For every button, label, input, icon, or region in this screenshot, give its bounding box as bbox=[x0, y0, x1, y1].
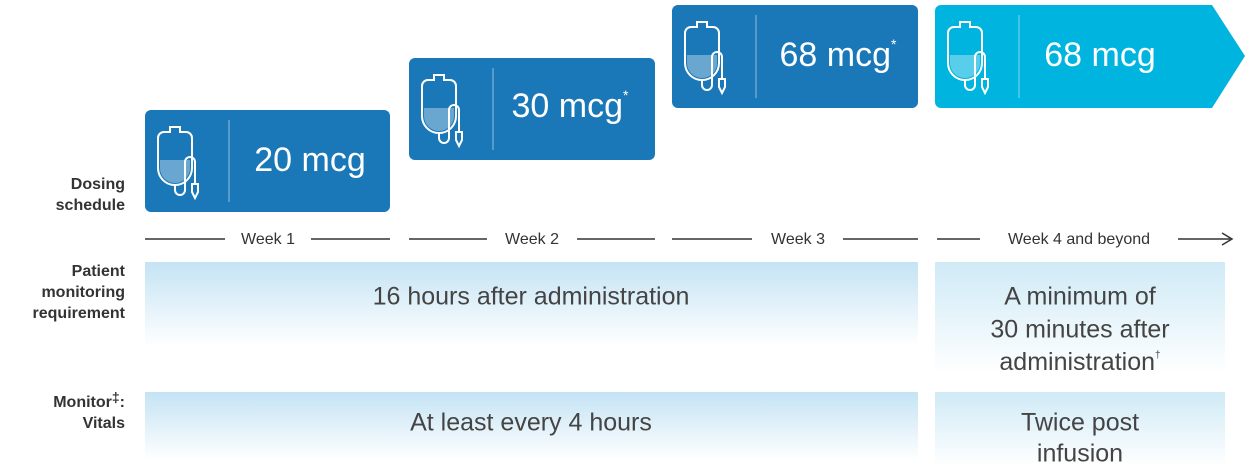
row-label: requirement bbox=[33, 305, 126, 322]
row-label: Vitals bbox=[83, 415, 126, 432]
dose-amount: 30 mcg bbox=[512, 87, 624, 125]
monitoring-text: 30 minutes after bbox=[990, 316, 1169, 344]
monitoring-text: administration† bbox=[999, 348, 1160, 376]
dose-box bbox=[672, 5, 918, 108]
monitoring-text: A minimum of bbox=[1004, 283, 1155, 311]
footnote-mark: ‡ bbox=[112, 389, 120, 405]
footnote-mark: † bbox=[1155, 350, 1161, 361]
row-label: monitoring bbox=[41, 284, 125, 301]
week-label: Week 2 bbox=[505, 231, 559, 248]
dose-amount: 68 mcg bbox=[780, 36, 892, 74]
dose-label: 68 mcg bbox=[1044, 36, 1156, 74]
dose-box-arrow bbox=[935, 5, 1245, 108]
monitoring-band bbox=[935, 262, 1225, 374]
dose-label: 20 mcg bbox=[254, 141, 366, 179]
vitals-text: At least every 4 hours bbox=[410, 409, 652, 437]
footnote-mark: * bbox=[623, 87, 629, 103]
week-label: Week 1 bbox=[241, 231, 295, 248]
dose-box bbox=[409, 58, 655, 160]
week-label: Week 4 and beyond bbox=[1008, 231, 1150, 248]
vitals-band bbox=[935, 392, 1225, 466]
row-label: Patient bbox=[72, 263, 126, 280]
vitals-text: infusion bbox=[1037, 440, 1123, 466]
row-label-text: Monitor bbox=[53, 394, 112, 411]
row-label: schedule bbox=[56, 197, 125, 214]
arrowhead bbox=[1221, 232, 1234, 246]
footnote-mark: * bbox=[891, 36, 897, 52]
row-label: Dosing bbox=[71, 176, 125, 193]
row-label-text: : bbox=[120, 394, 125, 411]
dose-label: 68 mcg* bbox=[780, 36, 898, 74]
vitals-band bbox=[145, 392, 918, 460]
monitoring-band bbox=[145, 262, 918, 346]
vitals-text: Twice post bbox=[1021, 409, 1139, 437]
monitoring-word: administration bbox=[999, 348, 1155, 376]
monitoring-text: 16 hours after administration bbox=[373, 283, 690, 311]
row-label: Monitor‡: bbox=[53, 389, 125, 412]
dose-label: 30 mcg* bbox=[512, 87, 630, 125]
dose-box bbox=[145, 110, 390, 212]
week-label: Week 3 bbox=[771, 231, 825, 248]
